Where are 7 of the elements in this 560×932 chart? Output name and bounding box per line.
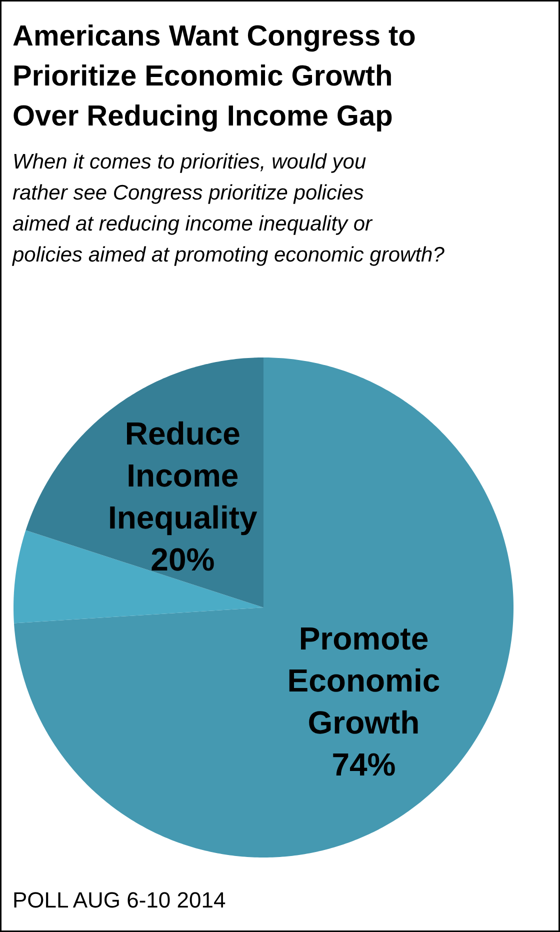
data-label: 74% xyxy=(332,746,396,783)
text: POLL AUG 6-10 2014 xyxy=(12,888,226,912)
data-label: 20% xyxy=(150,541,215,578)
chart-title: Americans Want Congress to Prioritize Economic Growth Over Reducing Income Gap xyxy=(12,20,416,132)
slice-label: Promote Economic Growth xyxy=(287,620,440,741)
slice-label: Reduce Income Inequality xyxy=(108,415,258,536)
chart-subtitle: When it comes to priorities, would you rather see Congress prioritize policies aimed at reducing income inequality or policies aimed at promoting economic growth? xyxy=(12,150,445,266)
